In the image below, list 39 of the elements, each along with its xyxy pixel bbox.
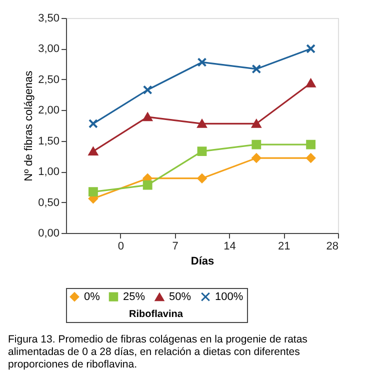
x-tick-label: 0 bbox=[118, 240, 124, 252]
point bbox=[306, 78, 316, 88]
x-tick-label: 14 bbox=[224, 240, 236, 252]
point bbox=[197, 119, 207, 128]
point bbox=[88, 147, 98, 156]
y-tick-label: 2,00 bbox=[38, 104, 60, 117]
point bbox=[88, 118, 98, 128]
point bbox=[142, 112, 152, 122]
point bbox=[306, 153, 316, 163]
point bbox=[142, 85, 152, 95]
y-tick-label: 3,00 bbox=[38, 43, 60, 56]
y-tick-label: 0,00 bbox=[38, 228, 60, 240]
x-axis-title: Días bbox=[190, 256, 214, 268]
x-tick-label: 7 bbox=[172, 240, 178, 252]
point bbox=[252, 140, 262, 150]
x-tick-label: 28 bbox=[326, 240, 338, 252]
point bbox=[252, 153, 262, 163]
y-axis-title: Nº de fibras colágenas bbox=[23, 70, 36, 182]
y-tick-label: 1,00 bbox=[38, 166, 60, 178]
legend-label: 50% bbox=[169, 291, 192, 304]
point bbox=[252, 64, 262, 74]
point bbox=[306, 140, 316, 150]
point bbox=[197, 174, 207, 184]
point bbox=[306, 44, 316, 54]
text: Figura 13. Promedio de fibras colágenas en la progenie de ratas alimentadas de 0 a 28 días, en relación a dietas con diferentes proporciones de riboflavina. bbox=[8, 334, 308, 370]
y-tick-label: 3,50 bbox=[38, 12, 60, 24]
legend-title: Riboflavina bbox=[129, 309, 184, 320]
y-tick-label: 2,50 bbox=[38, 74, 60, 86]
x-tick-label: 21 bbox=[278, 240, 290, 252]
point bbox=[197, 58, 207, 67]
legend-label: 100% bbox=[215, 290, 244, 303]
legend-label: 25% bbox=[123, 290, 146, 303]
y-tick-label: 0,50 bbox=[38, 196, 60, 209]
point bbox=[252, 119, 262, 128]
y-tick-label: 1,50 bbox=[38, 135, 60, 148]
point bbox=[88, 187, 98, 197]
point bbox=[142, 180, 152, 190]
point bbox=[197, 146, 207, 156]
legend-label: 0% bbox=[84, 290, 100, 303]
